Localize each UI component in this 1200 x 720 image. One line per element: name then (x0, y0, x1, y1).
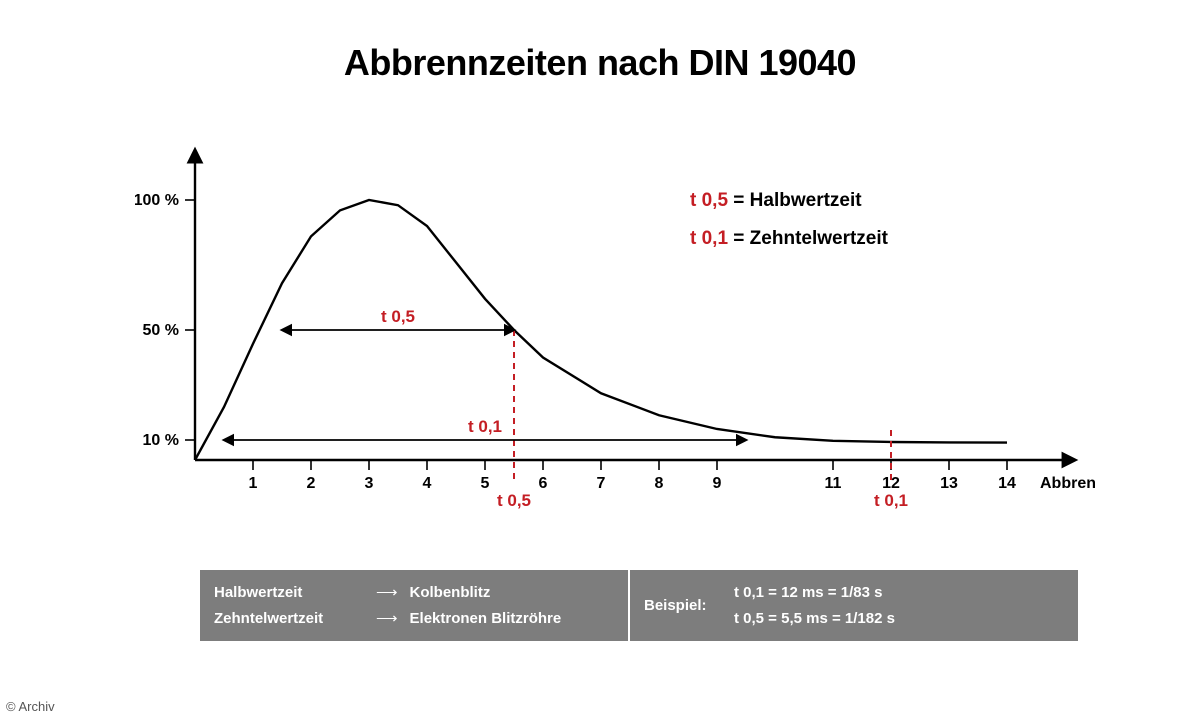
svg-text:14: 14 (998, 475, 1016, 492)
svg-text:10 %: 10 % (143, 432, 179, 449)
svg-text:Lichtstrom: Lichtstrom (135, 279, 137, 362)
svg-text:9: 9 (713, 475, 722, 492)
flash-curve-chart: 12345678911121314Abbrennzeit (ms)100 %50… (135, 130, 1095, 510)
svg-text:11: 11 (825, 475, 842, 492)
svg-text:7: 7 (597, 475, 606, 492)
svg-text:6: 6 (539, 475, 548, 492)
svg-text:8: 8 (655, 475, 664, 492)
info-row: Halbwertzeit⟶Kolbenblitz (214, 580, 614, 606)
svg-text:t 0,1: t 0,1 (874, 491, 908, 510)
svg-text:4: 4 (423, 475, 432, 492)
svg-text:t 0,5: t 0,5 (381, 307, 415, 326)
info-row: Zehntelwertzeit⟶Elektronen Blitzröhre (214, 606, 614, 632)
svg-text:3: 3 (365, 475, 374, 492)
legend-item: t 0,5 = Halbwertzeit (690, 190, 862, 212)
svg-text:2: 2 (307, 475, 316, 492)
svg-text:5: 5 (481, 475, 490, 492)
svg-text:Abbrennzeit (ms): Abbrennzeit (ms) (1040, 475, 1095, 492)
page-title: Abbrennzeiten nach DIN 19040 (0, 42, 1200, 84)
svg-text:50 %: 50 % (143, 322, 179, 339)
credit-text: © Archiv (6, 699, 55, 714)
legend-item: t 0,1 = Zehntelwertzeit (690, 228, 888, 250)
svg-text:1: 1 (249, 475, 258, 492)
info-box-example: Beispiel:t 0,1 = 12 ms = 1/83 st 0,5 = 5… (630, 570, 1078, 641)
svg-text:100 %: 100 % (135, 192, 179, 209)
svg-text:t 0,5: t 0,5 (497, 491, 531, 510)
info-box-types: Halbwertzeit⟶KolbenblitzZehntelwertzeit⟶… (200, 570, 628, 641)
info-example: Beispiel:t 0,1 = 12 ms = 1/83 st 0,5 = 5… (644, 580, 1064, 631)
svg-text:13: 13 (940, 475, 958, 492)
svg-text:t 0,1: t 0,1 (468, 417, 502, 436)
